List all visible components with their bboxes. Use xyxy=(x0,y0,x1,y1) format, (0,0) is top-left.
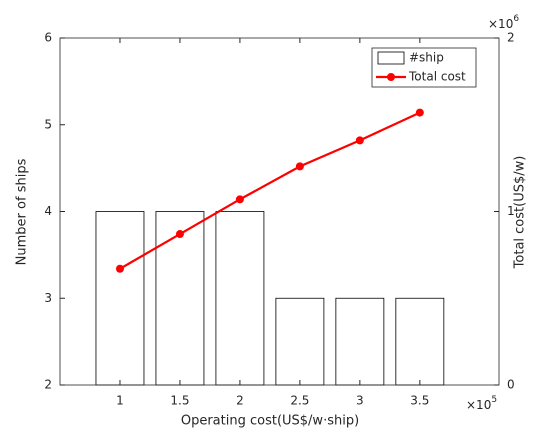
legend-swatch xyxy=(377,51,405,65)
x-tick-label: 1.5 xyxy=(170,394,189,408)
bar xyxy=(95,211,145,386)
bar xyxy=(395,297,445,386)
y2-tick-label: 1 xyxy=(507,204,515,218)
x-tick-label: 3 xyxy=(356,394,364,408)
line xyxy=(119,111,421,270)
y-tick-label: 4 xyxy=(44,204,52,218)
line-marker xyxy=(235,195,244,204)
line-marker xyxy=(175,230,184,239)
y-axis-label: Number of ships xyxy=(15,158,30,265)
line-marker xyxy=(355,136,364,145)
y-tick-label: 2 xyxy=(44,378,52,392)
x-axis-label: Operating cost(US$/w·ship) xyxy=(181,414,359,429)
bar xyxy=(335,297,385,386)
line-marker xyxy=(415,108,424,117)
x-tick-label: 3.5 xyxy=(410,394,429,408)
line-marker xyxy=(295,162,304,171)
y2-exponent-base: ×10 xyxy=(488,17,513,31)
line-marker xyxy=(115,264,124,273)
x-tick-label: 2.5 xyxy=(290,394,309,408)
y2-exponent-power: 6 xyxy=(513,14,519,24)
y-tick-label: 3 xyxy=(44,291,52,305)
x-exponent-power: 5 xyxy=(491,395,497,405)
y-tick-label: 6 xyxy=(44,31,52,45)
y-tick-label: 5 xyxy=(44,117,52,131)
x-tick-label: 2 xyxy=(236,394,244,408)
legend-label: #ship xyxy=(409,51,444,65)
bar xyxy=(215,211,265,386)
x-tick-label: 1 xyxy=(116,394,124,408)
y2-axis-label: Total cost(US$/w) xyxy=(513,156,528,270)
bar xyxy=(275,297,325,386)
legend-marker xyxy=(387,73,395,81)
x-exponent-base: ×10 xyxy=(466,398,491,412)
y2-tick-label: 0 xyxy=(507,378,515,392)
x-exponent: ×105 xyxy=(466,395,497,412)
y2-tick-label: 2 xyxy=(507,31,515,45)
legend-label: Total cost xyxy=(408,70,466,84)
y2-exponent: ×106 xyxy=(488,14,519,31)
